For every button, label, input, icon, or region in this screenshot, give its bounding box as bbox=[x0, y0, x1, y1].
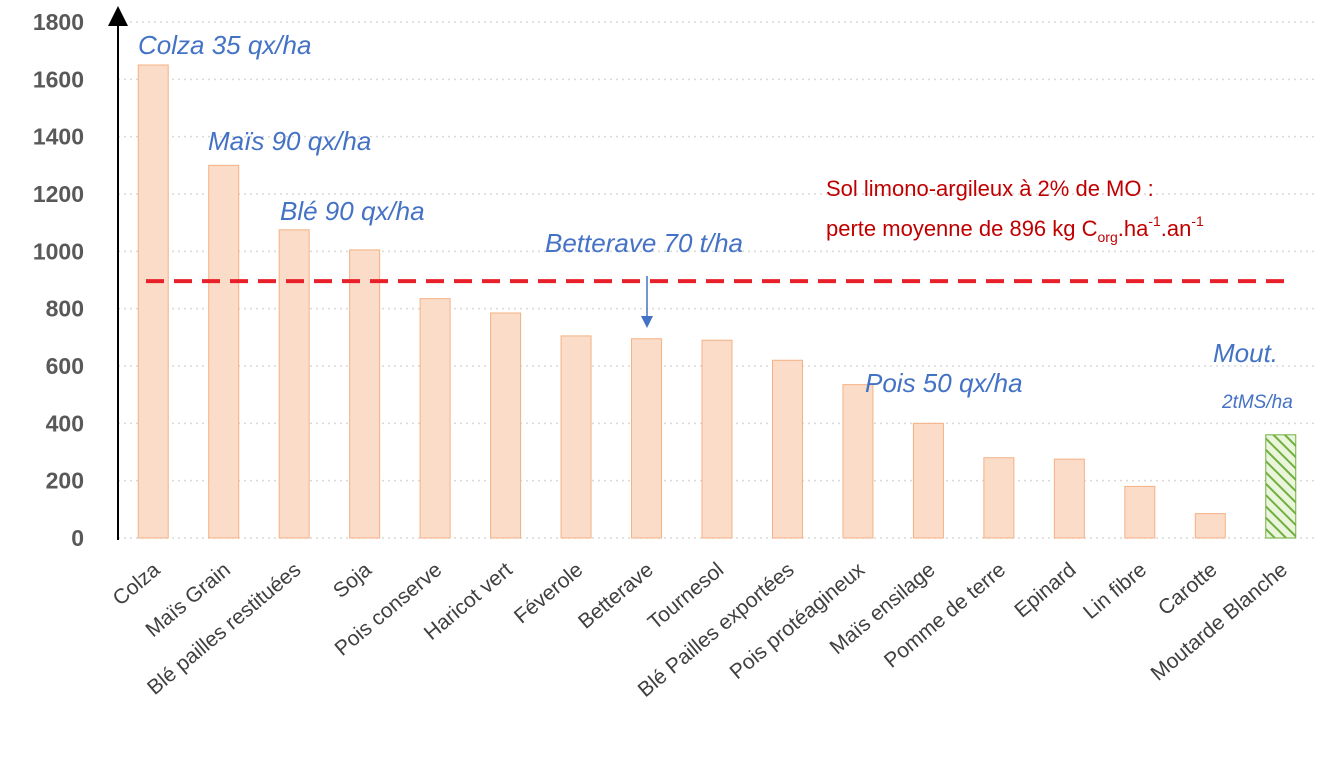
y-tick-label: 600 bbox=[46, 353, 84, 379]
bar bbox=[278, 229, 310, 539]
annotation: 2tMS/ha bbox=[1221, 392, 1293, 413]
bar bbox=[842, 384, 874, 539]
bar bbox=[631, 338, 663, 539]
threshold-text-part: -1 bbox=[1148, 213, 1161, 229]
bar bbox=[419, 298, 451, 539]
x-tick-label: Epinard bbox=[1010, 558, 1080, 622]
bar bbox=[349, 249, 381, 539]
y-tick-label: 0 bbox=[71, 525, 84, 551]
threshold-text-part: perte moyenne de 896 kg C bbox=[826, 216, 1098, 241]
y-tick-label: 400 bbox=[46, 410, 84, 436]
x-tick-label: Lin fibre bbox=[1079, 558, 1151, 624]
annotation: Pois 50 qx/ha bbox=[865, 368, 1023, 398]
x-tick-label: Carotte bbox=[1154, 558, 1222, 620]
x-tick-label: Soja bbox=[329, 558, 376, 603]
bar bbox=[137, 64, 169, 539]
x-tick-label: Pois protéagineux bbox=[726, 558, 870, 684]
annotation: Blé 90 qx/ha bbox=[280, 196, 425, 226]
bar bbox=[560, 335, 592, 539]
y-tick-label: 200 bbox=[46, 468, 84, 494]
threshold-text-part: .an bbox=[1161, 216, 1192, 241]
bar bbox=[701, 339, 733, 539]
y-tick-label: 1600 bbox=[33, 66, 84, 92]
y-tick-label: 1000 bbox=[33, 238, 84, 264]
threshold-text: Sol limono-argileux à 2% de MO : bbox=[826, 176, 1154, 201]
bar bbox=[771, 359, 803, 539]
x-tick-label: Betterave bbox=[574, 558, 658, 633]
annotation: Betterave 70 t/ha bbox=[545, 228, 743, 258]
bar bbox=[490, 312, 522, 539]
y-tick-label: 1800 bbox=[33, 9, 84, 35]
y-tick-label: 800 bbox=[46, 296, 84, 322]
annotation: Maïs 90 qx/ha bbox=[208, 126, 371, 156]
x-tick-label: Colza bbox=[109, 558, 165, 610]
bar bbox=[1194, 513, 1226, 539]
y-tick-label: 1400 bbox=[33, 124, 84, 150]
annotation: Mout. bbox=[1213, 338, 1278, 368]
bar bbox=[1124, 485, 1156, 539]
annotation: Colza 35 qx/ha bbox=[138, 30, 311, 60]
bar bbox=[208, 164, 240, 539]
bar bbox=[983, 457, 1015, 539]
bar bbox=[1053, 458, 1085, 539]
x-tick-label: Pomme de terre bbox=[880, 558, 1010, 672]
threshold-text: perte moyenne de 896 kg Corg.ha-1.an-1 bbox=[826, 213, 1204, 245]
y-tick-label: 1200 bbox=[33, 181, 84, 207]
bar bbox=[912, 422, 944, 539]
threshold-text-part: -1 bbox=[1191, 213, 1204, 229]
threshold-text-part: org bbox=[1098, 229, 1118, 245]
threshold-text-part: .ha bbox=[1118, 216, 1149, 241]
bar bbox=[1265, 434, 1297, 539]
